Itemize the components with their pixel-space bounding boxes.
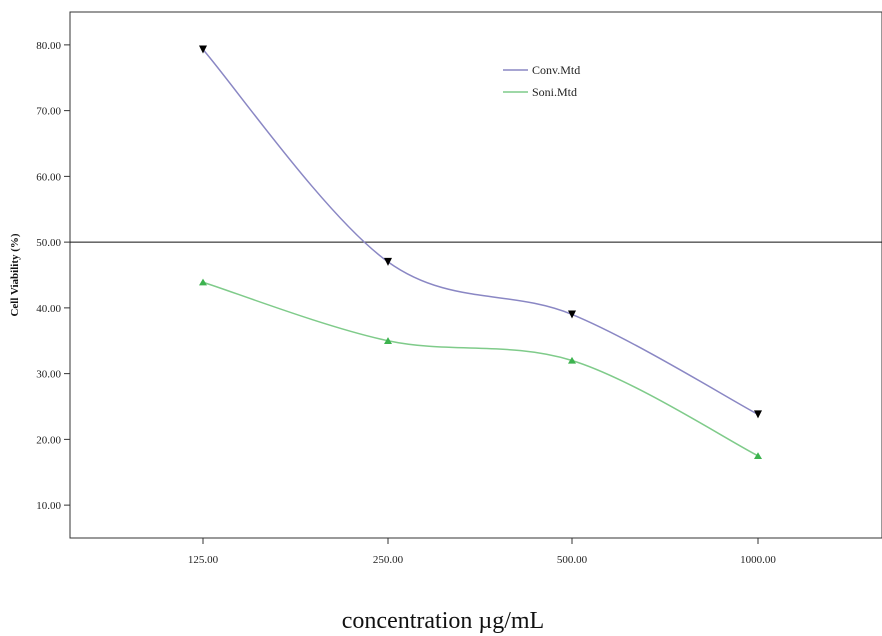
y-tick-label: 70.00 xyxy=(36,106,61,118)
y-tick-label: 30.00 xyxy=(36,369,61,381)
x-tick-label: 500.00 xyxy=(557,554,588,566)
x-tick-label: 250.00 xyxy=(373,554,404,566)
y-tick-label: 60.00 xyxy=(36,171,61,183)
legend: Conv.Mtd Soni.Mtd xyxy=(503,63,580,99)
x-axis-label: concentration µg/mL xyxy=(342,608,544,634)
data-point-marker xyxy=(199,278,207,286)
y-tick-label: 80.00 xyxy=(36,40,61,52)
x-axis-ticks: 125.00 250.00 500.00 1000.00 xyxy=(188,538,776,566)
y-tick-label: 40.00 xyxy=(36,303,61,315)
y-tick-label: 10.00 xyxy=(36,500,61,512)
data-point-marker xyxy=(199,45,207,54)
plot-frame xyxy=(69,11,882,539)
y-axis-label: Cell Viability (%) xyxy=(9,233,21,316)
x-tick-label: 1000.00 xyxy=(740,554,776,566)
data-point-marker xyxy=(568,356,576,364)
data-point-marker xyxy=(384,337,392,344)
y-tick-label: 20.00 xyxy=(36,434,61,446)
legend-label: Conv.Mtd xyxy=(532,63,580,77)
data-point-marker xyxy=(384,257,392,266)
series-layer xyxy=(199,45,762,460)
series-line-1 xyxy=(202,281,759,457)
x-tick-label: 125.00 xyxy=(188,554,219,566)
series-line-0 xyxy=(202,48,759,416)
legend-label: Soni.Mtd xyxy=(532,85,577,99)
data-point-marker xyxy=(754,452,762,460)
y-axis-ticks: 10.00 20.00 30.00 40.00 50.00 60.00 70.00 80.00 xyxy=(36,40,70,512)
data-point-marker xyxy=(568,310,576,319)
y-tick-label: 50.00 xyxy=(36,237,61,249)
data-point-marker xyxy=(754,410,762,419)
